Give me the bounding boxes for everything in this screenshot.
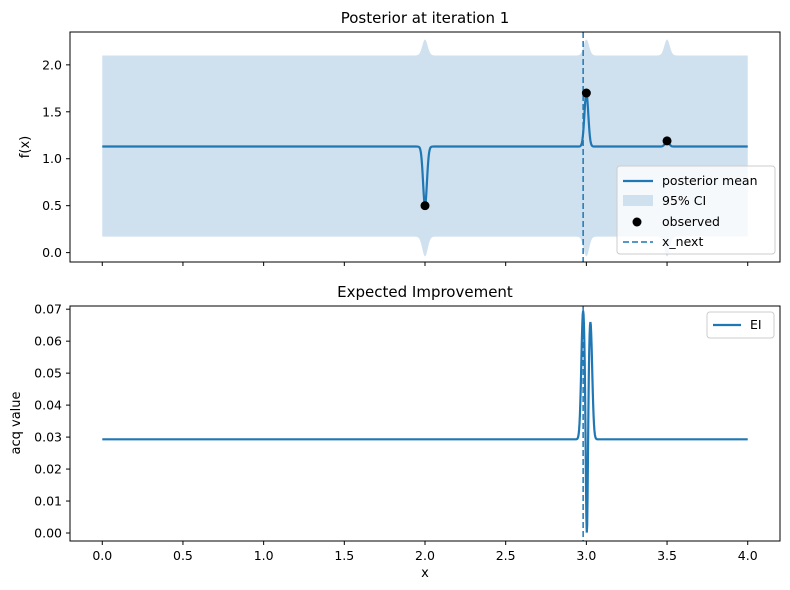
ei-xlabel: x xyxy=(421,566,429,581)
ei-xtick-label: 2.0 xyxy=(415,548,435,563)
ei-xtick-label: 2.5 xyxy=(496,548,516,563)
ei-ytick-label: 0.01 xyxy=(34,494,62,509)
legend-observed-swatch xyxy=(632,217,642,227)
posterior-legend-box xyxy=(616,165,776,255)
ei-ylabel: acq value xyxy=(9,391,24,454)
ei-panel: Expected Improvement acq value x 0.000.0… xyxy=(9,283,781,581)
ei-xtick-label: 3.5 xyxy=(657,548,677,563)
observed-point-2 xyxy=(581,88,591,98)
ei-ytick-label: 0.02 xyxy=(34,462,62,477)
legend-ci-label: 95% CI xyxy=(662,193,706,208)
ei-legend: EI xyxy=(706,311,775,339)
posterior-ytick-label: 2.0 xyxy=(42,57,62,72)
ei-x-ticks: 0.0 0.5 1.0 1.5 2.0 2.5 3.0 3.5 4.0 xyxy=(92,541,758,563)
ei-xtick-label: 1.5 xyxy=(334,548,354,563)
ei-ytick-label: 0.07 xyxy=(34,302,62,317)
posterior-ytick-label: 0.0 xyxy=(42,245,62,260)
ei-title: Expected Improvement xyxy=(337,283,513,301)
legend-mean-label: posterior mean xyxy=(662,173,758,188)
observed-point-3 xyxy=(662,136,672,146)
legend-ei-label: EI xyxy=(750,317,762,332)
ei-line xyxy=(102,310,748,533)
ei-xtick-label: 1.0 xyxy=(254,548,274,563)
ei-xtick-label: 4.0 xyxy=(738,548,758,563)
posterior-ytick-label: 0.5 xyxy=(42,198,62,213)
posterior-x-ticks xyxy=(101,262,749,266)
posterior-legend: posterior mean 95% CI observed x_next xyxy=(616,165,776,255)
posterior-ylabel: f(x) xyxy=(18,136,33,158)
ei-ytick-label: 0.03 xyxy=(34,430,62,445)
posterior-ytick-label: 1.5 xyxy=(42,104,62,119)
ei-xtick-label: 3.0 xyxy=(576,548,596,563)
posterior-y-ticks: 0.0 0.5 1.0 1.5 2.0 xyxy=(42,57,70,260)
ei-axes-frame xyxy=(69,305,781,542)
observed-points xyxy=(420,88,672,211)
legend-ci-swatch xyxy=(623,195,653,206)
ei-ytick-label: 0.04 xyxy=(34,398,62,413)
ei-xtick-label: 0.0 xyxy=(92,548,112,563)
legend-observed-label: observed xyxy=(662,214,720,229)
posterior-title: Posterior at iteration 1 xyxy=(341,9,510,27)
posterior-ytick-label: 1.0 xyxy=(42,151,62,166)
ei-ytick-label: 0.00 xyxy=(34,526,62,541)
ei-ytick-label: 0.06 xyxy=(34,334,62,349)
observed-point-1 xyxy=(420,201,430,211)
legend-xnext-label: x_next xyxy=(662,234,703,249)
ei-y-ticks: 0.00 0.01 0.02 0.03 0.04 0.05 0.06 0.07 xyxy=(34,302,70,541)
ei-xtick-label: 0.5 xyxy=(173,548,193,563)
posterior-panel: Posterior at iteration 1 f(x) 0.0 0.5 1.0 1… xyxy=(18,9,781,266)
ei-ytick-label: 0.05 xyxy=(34,366,62,381)
